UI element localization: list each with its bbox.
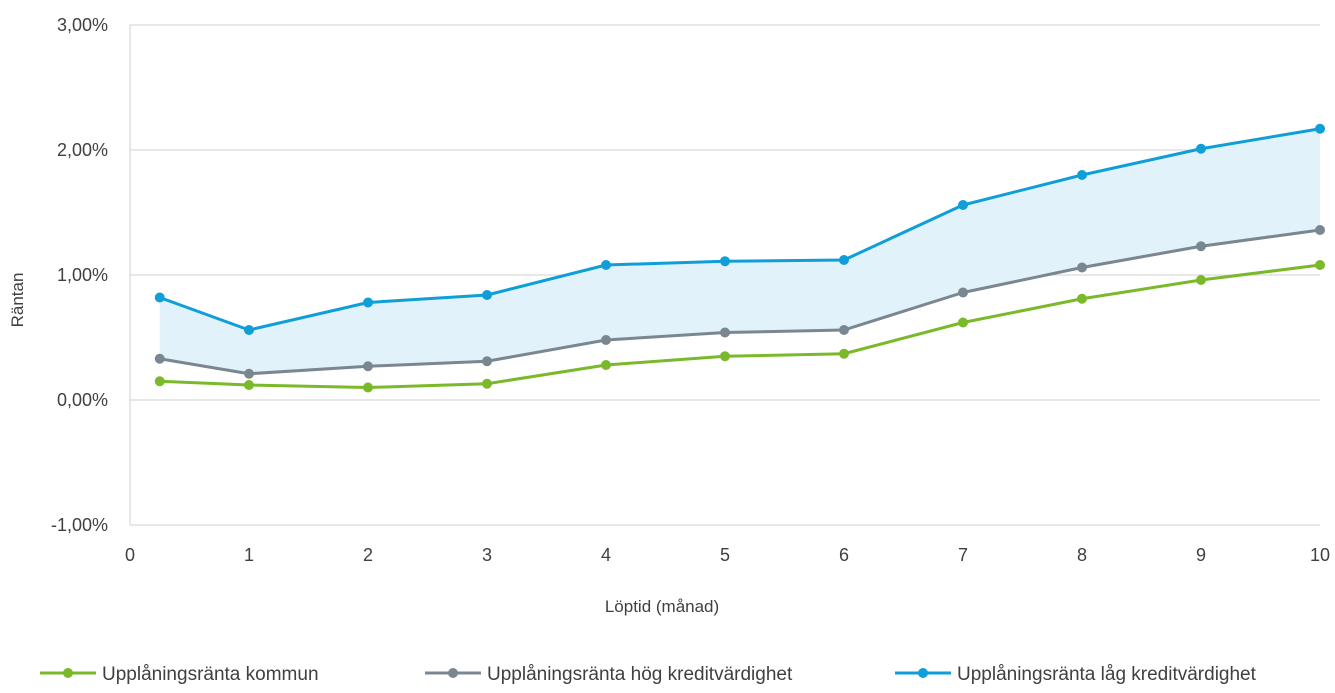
data-point xyxy=(482,356,492,367)
data-point xyxy=(720,351,730,362)
x-tick-label: 1 xyxy=(244,545,254,565)
legend-swatch-marker xyxy=(63,668,73,678)
y-tick-labels: -1,00% 0,00% 1,00% 2,00% 3,00% xyxy=(51,15,108,535)
data-point xyxy=(1315,260,1325,270)
spread-band xyxy=(159,128,1320,374)
data-point xyxy=(244,325,254,335)
data-point xyxy=(958,317,968,328)
y-tick-label: -1,00% xyxy=(51,515,108,535)
x-tick-label: 10 xyxy=(1310,545,1330,565)
data-point xyxy=(720,256,730,267)
x-axis-title: Löptid (månad) xyxy=(605,597,719,616)
data-point xyxy=(601,260,611,270)
legend: Upplåningsränta kommun Upplåningsränta hö… xyxy=(40,664,1257,685)
data-point xyxy=(839,325,849,335)
data-point xyxy=(839,348,849,359)
y-tick-label: 2,00% xyxy=(57,140,108,160)
x-tick-labels: 0 1 2 3 4 5 6 7 8 9 10 xyxy=(125,545,1330,565)
data-point xyxy=(1077,293,1087,304)
x-tick-label: 5 xyxy=(720,545,730,565)
data-point xyxy=(363,297,373,308)
data-point xyxy=(482,290,492,300)
data-point xyxy=(1196,241,1206,252)
data-point xyxy=(839,255,849,265)
data-point xyxy=(1196,143,1206,154)
data-point xyxy=(601,335,611,345)
legend-label: Upplåningsränta hög kreditvärdighet xyxy=(487,664,793,685)
data-point xyxy=(154,376,165,387)
x-tick-label: 2 xyxy=(363,545,373,565)
x-tick-label: 7 xyxy=(958,545,968,565)
x-tick-label: 0 xyxy=(125,545,135,565)
data-point xyxy=(1196,275,1206,285)
legend-swatch-marker xyxy=(918,668,928,678)
data-point xyxy=(363,361,373,372)
y-tick-label: 0,00% xyxy=(57,390,108,410)
x-tick-label: 6 xyxy=(839,545,849,565)
x-tick-label: 3 xyxy=(482,545,492,565)
data-point xyxy=(1077,170,1087,180)
legend-swatch-marker xyxy=(448,668,458,678)
data-point xyxy=(1315,225,1325,235)
series-markers xyxy=(154,123,1325,393)
data-point xyxy=(154,353,165,364)
x-tick-label: 4 xyxy=(601,545,611,565)
legend-label: Upplåningsränta kommun xyxy=(102,664,319,685)
x-tick-label: 9 xyxy=(1196,545,1206,565)
data-point xyxy=(482,378,492,389)
data-point xyxy=(244,380,254,390)
data-point xyxy=(363,382,373,393)
data-point xyxy=(958,200,968,210)
x-tick-label: 8 xyxy=(1077,545,1087,565)
y-axis-title: Räntan xyxy=(8,273,27,328)
data-point xyxy=(244,368,254,379)
y-tick-label: 1,00% xyxy=(57,265,108,285)
y-tick-label: 3,00% xyxy=(57,15,108,35)
data-point xyxy=(1315,123,1325,134)
data-point xyxy=(154,292,165,303)
data-point xyxy=(958,287,968,298)
data-point xyxy=(720,327,730,338)
legend-label: Upplåningsränta låg kreditvärdighet xyxy=(957,664,1257,685)
data-point xyxy=(1077,262,1087,273)
data-point xyxy=(601,360,611,370)
